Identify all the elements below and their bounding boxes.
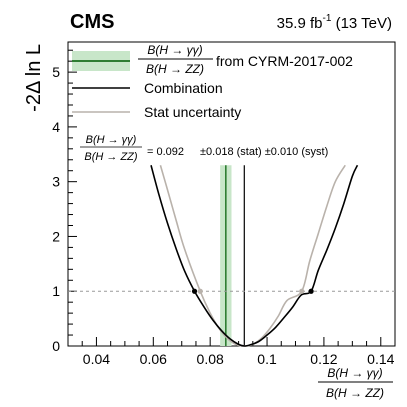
legend-reference-denominator: B(H → ZZ) [146,62,204,76]
result-denominator: B(H → ZZ) [84,151,137,163]
x-axis-label-numerator: B(H → γγ) [327,366,382,380]
result-numerator: B(H → γγ) [86,134,137,146]
series-line-stat-uncertainty [159,164,346,347]
result-uncertainty: ±0.018 (stat) ±0.010 (syst) [200,146,328,158]
intersection-marker [308,288,314,294]
intersection-marker [299,288,305,294]
x-tick-label: 0.1 [257,351,277,367]
result-value: = 0.092 [147,146,184,158]
intersection-marker [197,288,203,294]
luminosity-label: 35.9 fb-1 (13 TeV) [277,13,392,32]
y-tick-label: 3 [52,174,60,190]
legend-reference-numerator: B(H → γγ) [147,43,202,57]
result-annotation: B(H → γγ) B(H → ZZ) = 0.092 ±0.018 (stat… [80,134,328,163]
y-tick-label: 1 [52,283,60,299]
y-tick-label: 2 [52,228,60,244]
experiment-label: CMS [70,11,114,33]
y-axis-label: -2Δ ln L [23,44,45,112]
x-axis-label: B(H → γγ) B(H → ZZ) [318,366,393,400]
legend: B(H → γγ) B(H → ZZ) from CYRM-2017-002 C… [72,43,353,120]
x-tick-label: 0.06 [140,351,167,367]
series-line-combination [150,164,359,347]
x-tick-label: 0.08 [197,351,224,367]
x-tick-label: 0.04 [83,351,110,367]
marker-layer [191,288,314,294]
reference-band-layer [220,165,245,346]
axis-ticks: 0.04 0.06 0.08 0.1 0.12 0.14 0 1 2 3 4 5 [52,49,396,367]
x-axis-label-denominator: B(H → ZZ) [326,386,384,400]
y-tick-label: 5 [52,64,60,80]
legend-reference-suffix: from CYRM-2017-002 [216,53,353,69]
x-tick-label: 0.14 [367,351,394,367]
legend-stat-label: Stat uncertainty [144,104,241,120]
y-tick-label: 4 [52,119,60,135]
y-tick-label: 0 [52,338,60,354]
legend-combination-label: Combination [144,80,223,96]
x-tick-label: 0.12 [310,351,337,367]
intersection-marker [191,288,198,294]
series-layer [150,164,359,347]
